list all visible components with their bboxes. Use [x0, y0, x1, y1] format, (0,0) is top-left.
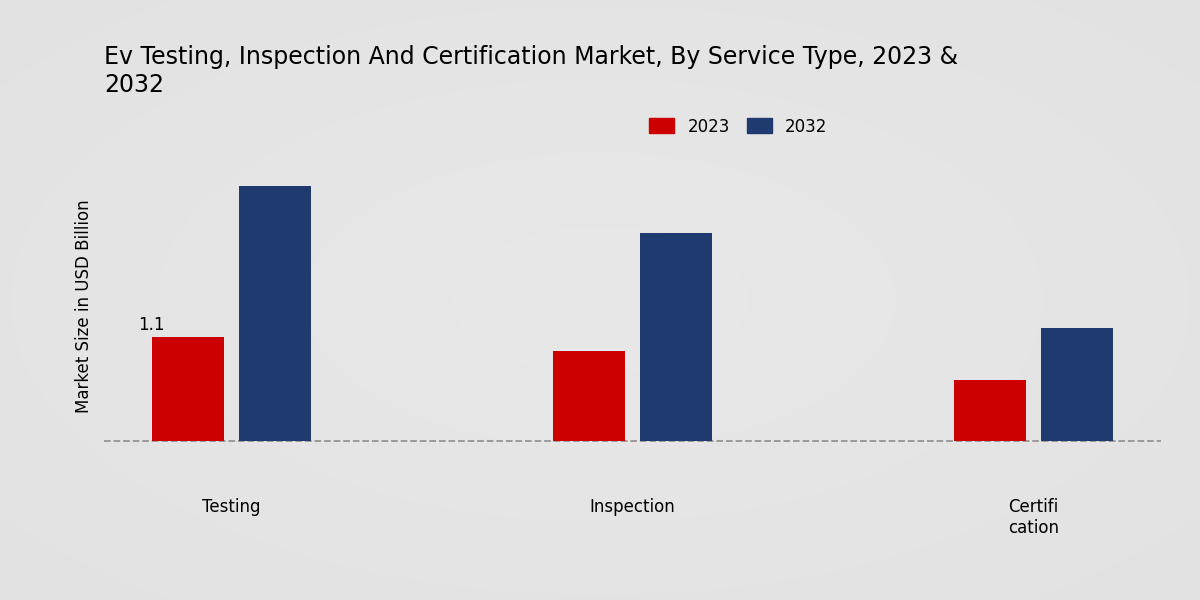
Bar — [553, 352, 625, 441]
Bar — [1040, 328, 1112, 441]
Y-axis label: Market Size in USD Billion: Market Size in USD Billion — [74, 200, 94, 413]
Bar — [954, 380, 1026, 441]
Text: Ev Testing, Inspection And Certification Market, By Service Type, 2023 &
2032: Ev Testing, Inspection And Certification… — [104, 45, 959, 97]
Text: 1.1: 1.1 — [138, 316, 164, 334]
Legend: 2023, 2032: 2023, 2032 — [641, 109, 835, 144]
Bar — [640, 233, 712, 441]
Bar — [152, 337, 224, 441]
Bar — [239, 186, 311, 441]
